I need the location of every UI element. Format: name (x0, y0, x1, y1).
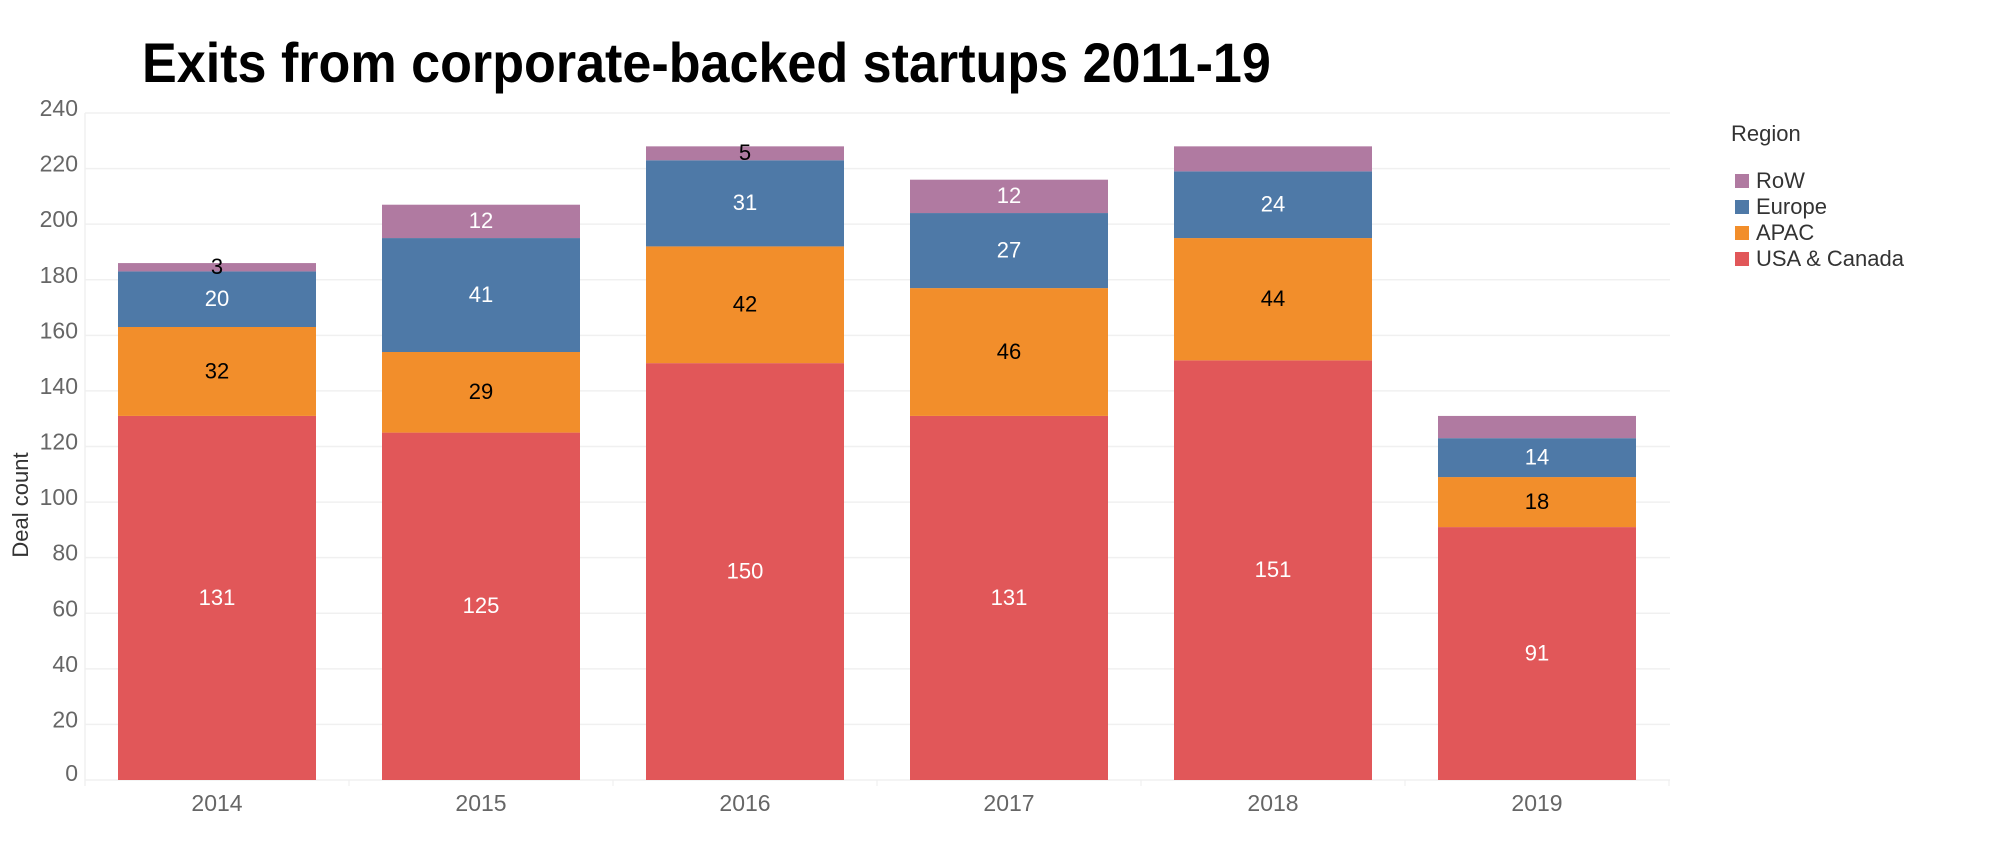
legend-label: Europe (1756, 194, 1827, 219)
bar-segment-usa-canada[interactable] (382, 432, 580, 780)
bar-segment-apac[interactable] (910, 288, 1108, 416)
data-label: 41 (469, 282, 493, 307)
x-tick-label: 2018 (1247, 790, 1298, 816)
x-tick-label: 2015 (455, 790, 506, 816)
x-tick-label: 2014 (191, 790, 242, 816)
legend-label: RoW (1756, 168, 1805, 193)
bar-segment-row[interactable] (382, 204, 580, 239)
data-label: 20 (205, 286, 229, 311)
bar-segment-europe[interactable] (910, 213, 1108, 289)
y-tick-label: 220 (40, 151, 78, 177)
bar-segment-usa-canada[interactable] (910, 415, 1108, 780)
bar-segment-row[interactable] (1174, 146, 1372, 172)
bar-segment-europe[interactable] (646, 160, 844, 247)
x-tick-label: 2019 (1511, 790, 1562, 816)
x-tick-label: 2017 (983, 790, 1034, 816)
bar-segment-row[interactable] (118, 263, 316, 272)
bar-segment-usa-canada[interactable] (1438, 527, 1636, 780)
data-label: 91 (1525, 640, 1549, 665)
y-tick-label: 0 (65, 760, 78, 786)
legend-item[interactable]: USA & Canada (1735, 246, 1905, 271)
y-tick-label: 60 (52, 595, 78, 621)
data-label: 31 (733, 190, 757, 215)
legend-title: Region (1731, 121, 1801, 146)
legend-item[interactable]: Europe (1735, 194, 1827, 219)
bar-segment-apac[interactable] (118, 326, 316, 416)
bar-segment-usa-canada[interactable] (1174, 360, 1372, 780)
data-label: 46 (997, 339, 1021, 364)
bar-segment-apac[interactable] (1174, 238, 1372, 361)
data-label: 5 (739, 140, 751, 165)
bar-segment-row[interactable] (646, 146, 844, 161)
segment-labels: 131 32 20 3 125 29 41 12 150 42 31 5 131 46 27 12 151 44 2… (199, 140, 1550, 665)
legend-label: USA & Canada (1756, 246, 1905, 271)
legend-item[interactable]: APAC (1735, 220, 1814, 245)
bar-segment-row[interactable] (1438, 415, 1636, 439)
y-axis: 0 20 40 60 80 100 120 140 160 180 200 220 240 Deal co… (8, 95, 86, 786)
bar-segment-apac[interactable] (1438, 477, 1636, 528)
bar-segment-europe[interactable] (1174, 171, 1372, 239)
legend-swatch (1735, 200, 1749, 214)
data-label: 151 (1255, 557, 1292, 582)
y-tick-label: 40 (52, 651, 78, 677)
data-label: 14 (1525, 444, 1549, 469)
data-label: 29 (469, 379, 493, 404)
bar-segment-row[interactable] (910, 179, 1108, 214)
bar-segment-europe[interactable] (382, 238, 580, 353)
data-label: 32 (205, 358, 229, 383)
y-tick-label: 200 (40, 206, 78, 232)
data-label: 24 (1261, 192, 1285, 217)
data-label: 27 (997, 237, 1021, 262)
x-axis: 2014 2015 2016 2017 2018 2019 (191, 780, 1670, 816)
y-axis-title: Deal count (8, 452, 33, 557)
bar-segment-europe[interactable] (1438, 438, 1636, 478)
y-tick-label: 80 (52, 540, 78, 566)
data-label: 3 (211, 254, 223, 279)
bars (118, 146, 1636, 780)
x-tick-label: 2016 (719, 790, 770, 816)
legend-swatch (1735, 226, 1749, 240)
data-label: 12 (997, 183, 1021, 208)
data-label: 18 (1525, 489, 1549, 514)
data-label: 125 (463, 593, 500, 618)
bar-segment-apac[interactable] (382, 352, 580, 433)
bar-segment-apac[interactable] (646, 246, 844, 364)
y-tick-label: 140 (40, 373, 78, 399)
legend-swatch (1735, 174, 1749, 188)
y-tick-label: 180 (40, 262, 78, 288)
data-label: 131 (199, 585, 236, 610)
y-tick-label: 160 (40, 317, 78, 343)
bar-segment-usa-canada[interactable] (646, 363, 844, 780)
y-tick-label: 240 (40, 95, 78, 121)
data-label: 44 (1261, 286, 1285, 311)
data-label: 150 (727, 558, 764, 583)
gridlines (85, 112, 1670, 781)
legend-label: APAC (1756, 220, 1814, 245)
legend-item[interactable]: RoW (1735, 168, 1805, 193)
chart-title: Exits from corporate-backed startups 201… (142, 31, 1271, 94)
y-tick-label: 100 (40, 484, 78, 510)
y-tick-label: 120 (40, 429, 78, 455)
y-tick-label: 20 (52, 706, 78, 732)
bar-segment-usa-canada[interactable] (118, 415, 316, 780)
data-label: 12 (469, 208, 493, 233)
bar-segment-europe[interactable] (118, 271, 316, 327)
data-label: 131 (991, 585, 1028, 610)
data-label: 42 (733, 292, 757, 317)
legend-swatch (1735, 252, 1749, 266)
